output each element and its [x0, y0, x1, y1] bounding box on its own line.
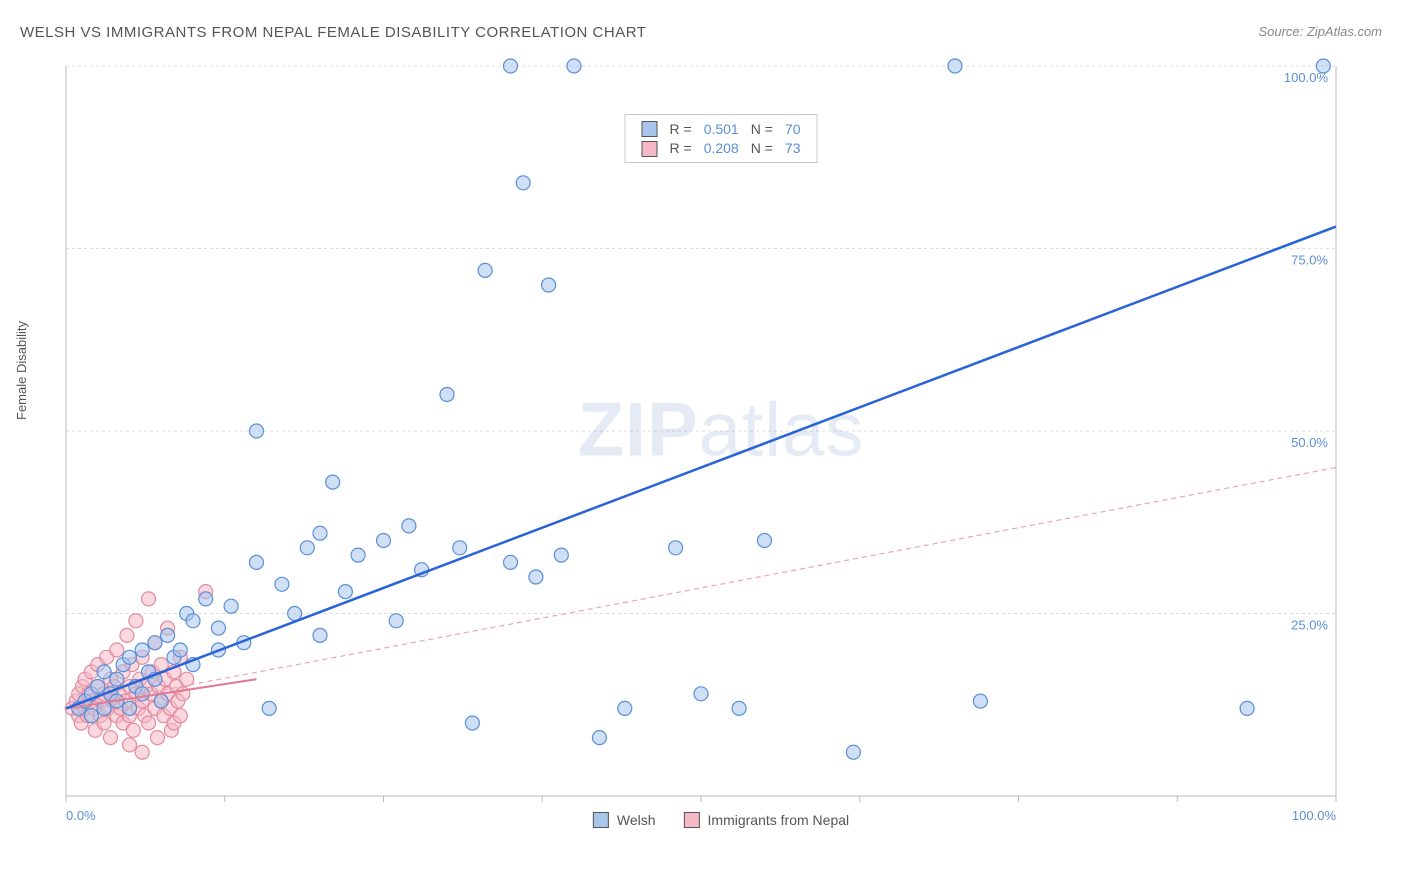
data-point-welsh: [351, 548, 365, 562]
data-point-welsh: [123, 650, 137, 664]
data-point-welsh: [250, 424, 264, 438]
legend-r-label: R =: [664, 138, 698, 157]
data-point-welsh: [110, 672, 124, 686]
legend-r-value-nepal: 0.208: [698, 138, 745, 157]
data-point-welsh: [173, 643, 187, 657]
source-attribution: Source: ZipAtlas.com: [1258, 24, 1382, 39]
x-tick-label: 100.0%: [1292, 808, 1337, 823]
data-point-welsh: [504, 555, 518, 569]
data-point-nepal: [123, 738, 137, 752]
data-point-nepal: [110, 643, 124, 657]
legend-item-welsh: Welsh: [593, 812, 656, 828]
data-point-nepal: [150, 731, 164, 745]
data-point-welsh: [846, 745, 860, 759]
data-point-nepal: [135, 745, 149, 759]
data-point-welsh: [973, 694, 987, 708]
data-point-welsh: [135, 687, 149, 701]
y-axis-label: Female Disability: [14, 321, 29, 420]
legend-label-nepal: Immigrants from Nepal: [708, 812, 850, 828]
data-point-welsh: [161, 628, 175, 642]
data-point-welsh: [135, 643, 149, 657]
data-point-welsh: [758, 534, 772, 548]
data-point-welsh: [529, 570, 543, 584]
trendline-welsh: [66, 227, 1336, 709]
data-point-welsh: [453, 541, 467, 555]
data-point-welsh: [199, 592, 213, 606]
data-point-nepal: [120, 628, 134, 642]
data-point-nepal: [129, 614, 143, 628]
chart-title: WELSH VS IMMIGRANTS FROM NEPAL FEMALE DI…: [20, 24, 646, 41]
data-point-welsh: [948, 59, 962, 73]
data-point-welsh: [123, 701, 137, 715]
data-point-welsh: [402, 519, 416, 533]
data-point-welsh: [516, 176, 530, 190]
data-point-welsh: [250, 555, 264, 569]
data-point-welsh: [84, 709, 98, 723]
data-point-nepal: [103, 731, 117, 745]
data-point-nepal: [97, 716, 111, 730]
data-point-welsh: [504, 59, 518, 73]
data-point-welsh: [224, 599, 238, 613]
legend-n-value-welsh: 70: [779, 119, 807, 138]
scatter-plot-svg: 25.0% 50.0% 75.0% 100.0% 0.0% 100.0%: [56, 56, 1386, 836]
y-tick-label: 75.0%: [1291, 253, 1328, 268]
data-point-welsh: [262, 701, 276, 715]
data-point-welsh: [288, 607, 302, 621]
data-point-welsh: [1240, 701, 1254, 715]
legend-swatch-blue: [642, 121, 658, 137]
data-point-welsh: [338, 585, 352, 599]
legend-swatch-blue: [593, 812, 609, 828]
data-point-welsh: [91, 680, 105, 694]
data-point-welsh: [211, 621, 225, 635]
data-point-welsh: [326, 475, 340, 489]
data-point-welsh: [313, 628, 327, 642]
y-tick-label: 50.0%: [1291, 435, 1328, 450]
data-point-welsh: [694, 687, 708, 701]
data-point-welsh: [542, 278, 556, 292]
data-point-welsh: [478, 263, 492, 277]
data-point-nepal: [173, 709, 187, 723]
data-point-nepal: [142, 592, 156, 606]
data-point-welsh: [275, 577, 289, 591]
legend-swatch-pink: [684, 812, 700, 828]
data-point-welsh: [592, 731, 606, 745]
legend-correlation-box: R = 0.501 N = 70 R = 0.208 N = 73: [625, 114, 818, 163]
data-point-welsh: [618, 701, 632, 715]
legend-series: Welsh Immigrants from Nepal: [593, 812, 849, 828]
legend-r-label: R =: [664, 119, 698, 138]
data-point-welsh: [300, 541, 314, 555]
legend-label-welsh: Welsh: [617, 812, 656, 828]
data-point-welsh: [567, 59, 581, 73]
chart-area: ZIPatlas 25.0%50.0%75.0%100.0% 0.0%100.0…: [56, 56, 1386, 836]
legend-r-value-welsh: 0.501: [698, 119, 745, 138]
data-point-welsh: [669, 541, 683, 555]
data-point-welsh: [148, 636, 162, 650]
y-tick-label: 100.0%: [1284, 70, 1329, 85]
x-tick-label: 0.0%: [66, 808, 96, 823]
data-point-nepal: [126, 723, 140, 737]
data-point-welsh: [154, 694, 168, 708]
legend-row-nepal: R = 0.208 N = 73: [636, 138, 807, 157]
legend-n-value-nepal: 73: [779, 138, 807, 157]
trendline-nepal-dashed: [66, 468, 1336, 709]
legend-n-label: N =: [745, 138, 779, 157]
data-point-welsh: [377, 534, 391, 548]
y-tick-label: 25.0%: [1291, 618, 1328, 633]
legend-swatch-pink: [642, 141, 658, 157]
legend-n-label: N =: [745, 119, 779, 138]
data-point-welsh: [732, 701, 746, 715]
data-point-welsh: [313, 526, 327, 540]
data-point-welsh: [97, 665, 111, 679]
legend-row-welsh: R = 0.501 N = 70: [636, 119, 807, 138]
data-point-welsh: [186, 614, 200, 628]
data-point-welsh: [389, 614, 403, 628]
data-point-welsh: [554, 548, 568, 562]
data-point-welsh: [440, 388, 454, 402]
data-point-nepal: [142, 716, 156, 730]
data-point-welsh: [465, 716, 479, 730]
legend-item-nepal: Immigrants from Nepal: [684, 812, 850, 828]
